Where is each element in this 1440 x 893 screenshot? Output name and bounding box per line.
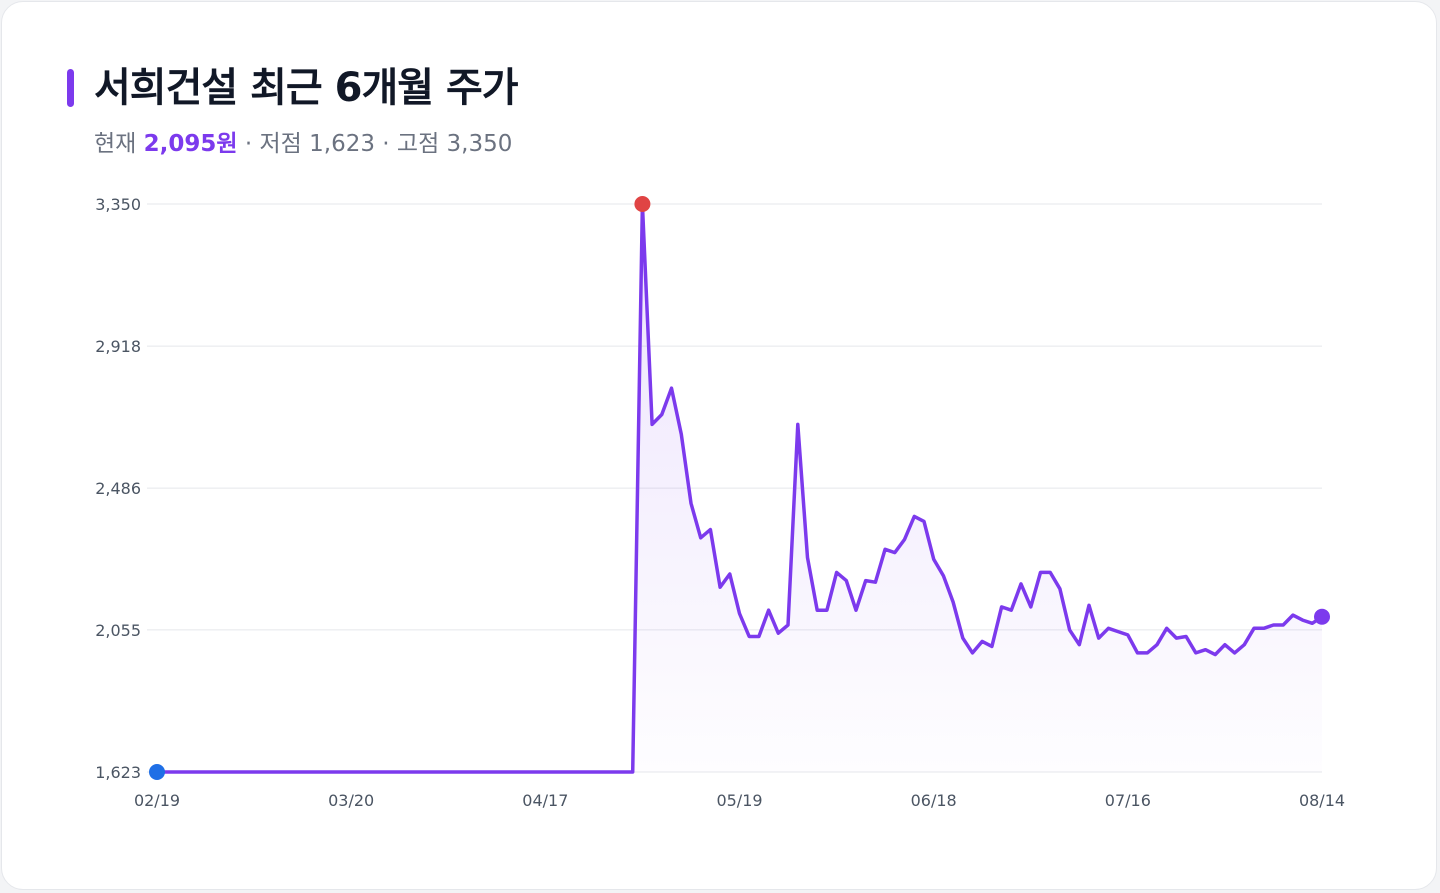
separator: · (374, 131, 397, 157)
y-tick-label: 1,623 (95, 763, 141, 782)
x-tick-label: 05/19 (716, 791, 762, 810)
current-label: 현재 (94, 131, 137, 157)
markers (149, 196, 1330, 780)
y-axis: 1,623 2,055 2,486 2,918 3,350 (95, 195, 141, 782)
x-tick-label: 07/16 (1105, 791, 1151, 810)
current-price: 2,095원 (143, 131, 238, 157)
area-fill (157, 204, 1322, 772)
y-tick-label: 3,350 (95, 195, 141, 214)
x-tick-label: 06/18 (911, 791, 957, 810)
page-title: 서희건설 최근 6개월 주가 (94, 65, 519, 111)
title-accent-bar (67, 69, 74, 107)
price-line (155, 202, 1324, 774)
high-price: 고점 3,350 (396, 131, 513, 157)
current-point-marker (1314, 608, 1330, 625)
series (155, 202, 1324, 774)
y-tick-label: 2,486 (95, 479, 141, 498)
x-tick-label: 04/17 (522, 791, 568, 810)
x-tick-label: 08/14 (1299, 791, 1345, 810)
x-tick-label: 02/19 (134, 791, 180, 810)
start-point-marker (149, 764, 165, 780)
low-price: 저점 1,623 (259, 131, 375, 157)
x-axis: 02/19 03/20 04/17 05/19 06/18 07/16 08/14 (134, 791, 1345, 810)
area (157, 204, 1322, 772)
x-tick-label: 03/20 (328, 791, 374, 810)
y-tick-label: 2,055 (95, 621, 141, 640)
price-summary: 현재 2,095원 · 저점 1,623 · 고점 3,350 (94, 128, 512, 160)
high-point-marker (634, 196, 651, 212)
y-tick-label: 2,918 (95, 337, 141, 356)
separator: · (237, 131, 260, 157)
